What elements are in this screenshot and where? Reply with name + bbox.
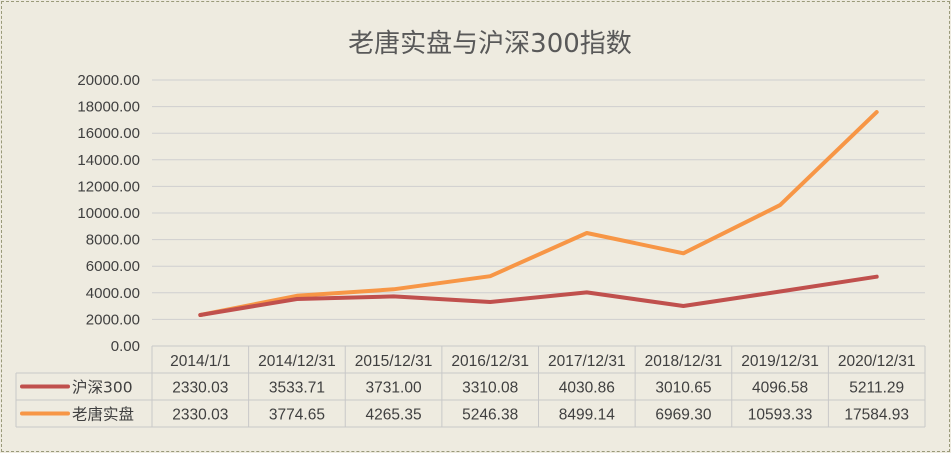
data-table-value: 3010.65 bbox=[655, 380, 711, 397]
series-lines bbox=[198, 110, 879, 317]
x-tick-label: 2015/12/31 bbox=[355, 353, 433, 370]
data-table-value: 3533.71 bbox=[269, 380, 325, 397]
data-table-value: 8499.14 bbox=[559, 407, 615, 424]
data-table-value: 5246.38 bbox=[462, 407, 518, 424]
x-tick-label: 2020/12/31 bbox=[838, 353, 916, 370]
y-tick-label: 0.00 bbox=[111, 338, 140, 355]
y-tick-label: 4000.00 bbox=[86, 285, 140, 302]
data-table-value: 4265.35 bbox=[366, 407, 422, 424]
y-tick-label: 16000.00 bbox=[77, 125, 140, 142]
data-table-value: 5211.29 bbox=[849, 380, 904, 397]
y-tick-label: 14000.00 bbox=[77, 152, 140, 169]
y-tick-label: 18000.00 bbox=[77, 99, 140, 116]
chart-title: 老唐实盘与沪深300指数 bbox=[348, 29, 632, 59]
data-table-value: 6969.30 bbox=[655, 407, 711, 424]
x-tick-label: 2019/12/31 bbox=[741, 353, 819, 370]
data-table-value: 10593.33 bbox=[748, 407, 813, 424]
data-table-value: 3731.00 bbox=[366, 380, 422, 397]
y-tick-label: 12000.00 bbox=[77, 178, 140, 195]
data-table: 2014/1/1 2014/12/31 2015/12/31 2016/12/31 20… bbox=[15, 345, 926, 428]
y-tick-label: 20000.00 bbox=[77, 72, 140, 89]
data-table-value: 3310.08 bbox=[462, 380, 518, 397]
legend-label: 沪深300 bbox=[72, 379, 133, 397]
y-tick-label: 8000.00 bbox=[86, 232, 140, 249]
x-tick-label: 2014/12/31 bbox=[258, 353, 336, 370]
x-tick-label: 2018/12/31 bbox=[645, 353, 723, 370]
y-axis: 0.00 2000.00 4000.00 6000.00 8000.00 10000.00… bbox=[77, 72, 140, 355]
data-table-value: 2330.03 bbox=[172, 407, 228, 424]
series-line bbox=[198, 110, 879, 317]
gridlines bbox=[152, 79, 925, 320]
x-tick-label: 2016/12/31 bbox=[451, 353, 529, 370]
y-tick-label: 6000.00 bbox=[86, 258, 140, 275]
data-table-value: 2330.03 bbox=[172, 380, 228, 397]
legend-label: 老唐实盘 bbox=[72, 405, 134, 424]
data-table-value: 3774.65 bbox=[269, 407, 325, 424]
x-tick-label: 2014/1/1 bbox=[170, 353, 230, 370]
series-line bbox=[198, 274, 879, 317]
y-tick-label: 2000.00 bbox=[86, 311, 140, 328]
data-table-value: 4096.58 bbox=[752, 380, 808, 397]
x-tick-label: 2017/12/31 bbox=[548, 353, 626, 370]
y-tick-label: 10000.00 bbox=[77, 205, 140, 222]
data-table-value: 4030.86 bbox=[559, 380, 615, 397]
data-table-value: 17584.93 bbox=[844, 407, 909, 424]
